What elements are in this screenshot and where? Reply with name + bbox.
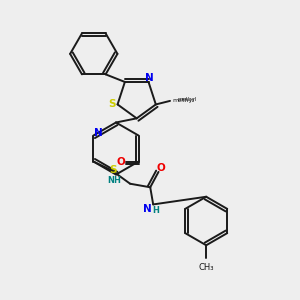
Text: N: N bbox=[145, 73, 154, 83]
Text: O: O bbox=[117, 157, 125, 166]
Text: N: N bbox=[143, 204, 152, 214]
Text: H: H bbox=[153, 206, 160, 215]
Text: N: N bbox=[94, 128, 103, 138]
Text: CH₃: CH₃ bbox=[199, 263, 214, 272]
Text: O: O bbox=[157, 163, 165, 173]
Text: methyl: methyl bbox=[172, 98, 194, 103]
Text: S: S bbox=[109, 99, 116, 110]
Text: methyl: methyl bbox=[177, 97, 197, 102]
Text: NH: NH bbox=[108, 176, 122, 185]
Text: S: S bbox=[109, 165, 117, 176]
